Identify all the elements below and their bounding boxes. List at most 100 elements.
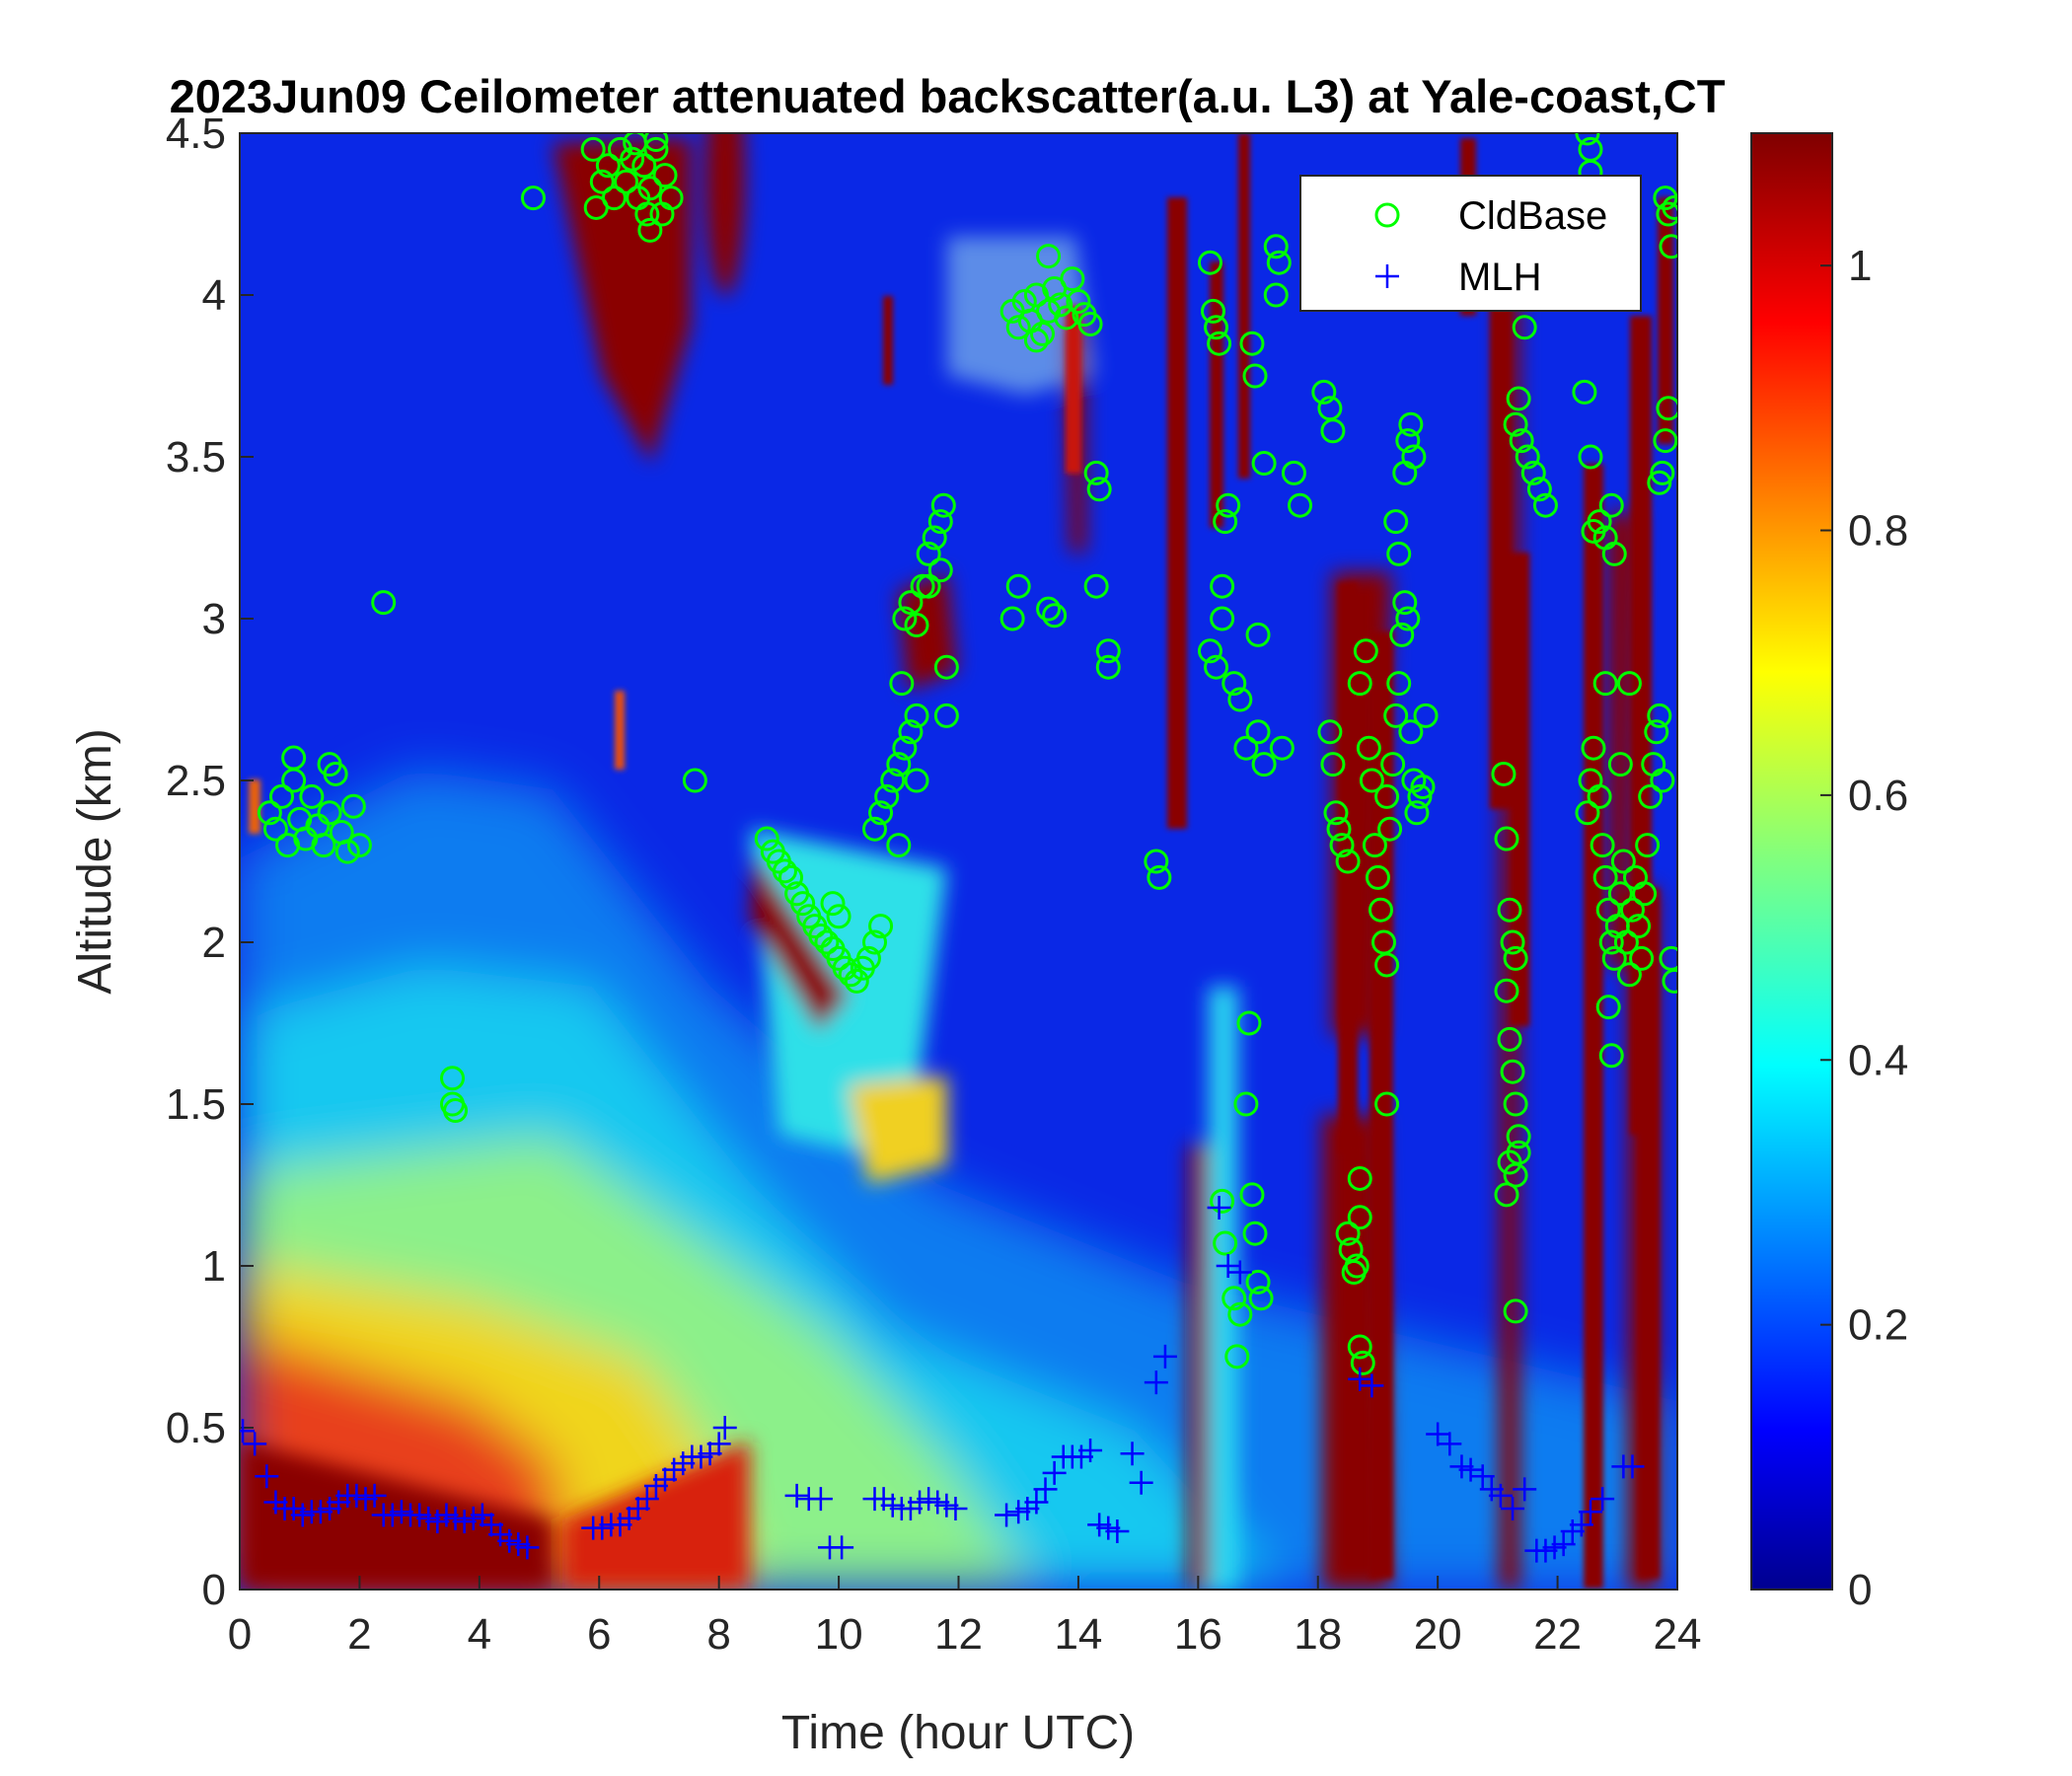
cldbase-point <box>1036 244 1062 269</box>
cldbase-point <box>1401 444 1427 470</box>
mlh-point <box>1488 1483 1513 1508</box>
cldbase-point <box>1210 573 1235 599</box>
cldbase-point <box>1368 897 1393 923</box>
cldbase-point <box>1197 638 1222 664</box>
mlh-point <box>1501 1497 1525 1520</box>
cldbase-point <box>1520 460 1546 485</box>
cldbase-point <box>1572 379 1597 405</box>
cldbase-point <box>257 800 282 826</box>
x-tick-label: 24 <box>1654 1610 1702 1659</box>
cldbase-point <box>862 816 888 842</box>
cldbase-point <box>1395 428 1421 454</box>
cldbase-point <box>1491 761 1517 786</box>
cldbase-point <box>1216 492 1241 518</box>
x-tick-label: 20 <box>1414 1610 1462 1659</box>
mlh-point <box>943 1497 968 1520</box>
cldbase-point <box>1598 1043 1624 1069</box>
mlh-point <box>1578 1500 1602 1524</box>
cldbase-point <box>1242 363 1268 389</box>
cldbase-point <box>862 929 888 955</box>
cldbase-point <box>1616 962 1642 988</box>
mlh-point <box>1033 1477 1058 1502</box>
cldbase-point <box>1601 541 1627 566</box>
cldbase-point <box>898 719 924 745</box>
cldbase-point <box>1650 768 1675 793</box>
cldbase-point <box>1320 752 1346 777</box>
cldbase-point <box>1347 1205 1372 1230</box>
legend-mlh-marker <box>1375 264 1399 288</box>
mlh-point <box>1470 1464 1495 1489</box>
cldbase-point <box>892 735 918 761</box>
cldbase-point <box>311 833 336 858</box>
cldbase-point <box>634 201 660 227</box>
cldbase-point <box>1647 470 1672 495</box>
cldbase-point <box>1335 1221 1361 1246</box>
cldbase-point <box>1083 460 1109 485</box>
cldbase-point <box>1248 1286 1274 1311</box>
cldbase-point <box>1377 816 1403 842</box>
cldbase-point <box>1347 671 1372 697</box>
cldbase-point <box>637 176 663 201</box>
cldbase-point <box>1320 418 1346 444</box>
mlh-point <box>515 1535 540 1560</box>
cldbase-point <box>1389 622 1415 647</box>
cldbase-point <box>1251 752 1277 777</box>
cldbase-point <box>868 914 894 939</box>
colorbar-gradient <box>1750 132 1833 1591</box>
cldbase-point <box>1095 654 1121 680</box>
cldbase-point <box>999 606 1025 631</box>
cldbase-point <box>1598 929 1624 955</box>
colorbar-tick-label: 0.8 <box>1848 507 1908 555</box>
cldbase-point <box>1251 451 1277 477</box>
mlh-point <box>1513 1477 1537 1502</box>
mlh-point <box>784 1483 809 1508</box>
cldbase-point <box>898 590 924 616</box>
cldbase-point <box>1509 428 1534 454</box>
cldbase-point <box>868 800 894 826</box>
cldbase-point <box>1197 250 1222 275</box>
x-tick-label: 12 <box>934 1610 983 1659</box>
cldbase-point <box>1395 606 1421 631</box>
cldbase-point <box>1650 460 1675 485</box>
cldbase-point <box>1601 945 1627 971</box>
cldbase-point <box>371 590 397 616</box>
cldbase-point <box>1635 833 1661 858</box>
cldbase-point <box>440 1066 466 1091</box>
legend-box <box>1299 175 1642 312</box>
mlh-point <box>1227 1260 1252 1285</box>
cldbase-point <box>631 153 657 179</box>
x-tick-label: 10 <box>815 1610 863 1659</box>
cldbase-point <box>1383 703 1409 728</box>
cldbase-point <box>317 752 342 777</box>
cldbase-point <box>1005 315 1031 340</box>
cldbase-point <box>1653 428 1677 454</box>
cldbase-point <box>1311 379 1337 405</box>
mlh-point <box>362 1483 387 1508</box>
mlh-point <box>1152 1344 1177 1369</box>
cldbase-point <box>1374 783 1400 809</box>
mlh-point <box>1078 1438 1103 1462</box>
mlh-point <box>1207 1195 1231 1220</box>
cldbase-point <box>520 185 546 211</box>
mlh-point <box>1620 1454 1645 1479</box>
y-tick-label: 2 <box>202 919 226 967</box>
heatmap-aerosol-layer <box>240 770 1677 1590</box>
cldbase-point <box>1578 444 1603 470</box>
mlh-point <box>255 1464 279 1489</box>
chart-title: 2023Jun09 Ceilometer attenuated backscat… <box>170 70 1726 122</box>
cldbase-point <box>838 962 863 988</box>
cldbase-point <box>1317 719 1343 745</box>
cldbase-point <box>1598 492 1624 518</box>
cldbase-point <box>933 654 959 680</box>
cldbase-point <box>620 146 645 172</box>
cldbase-point <box>889 671 915 697</box>
cldbase-point <box>1575 133 1600 146</box>
cldbase-point <box>1048 292 1073 318</box>
cldbase-point <box>614 169 639 194</box>
mlh-point <box>1042 1460 1067 1485</box>
cldbase-point <box>886 752 912 777</box>
cldbase-point <box>1335 849 1361 874</box>
y-tick-label: 1.5 <box>166 1080 226 1129</box>
cldbase-point <box>1288 492 1313 518</box>
cldbase-point <box>1592 671 1618 697</box>
